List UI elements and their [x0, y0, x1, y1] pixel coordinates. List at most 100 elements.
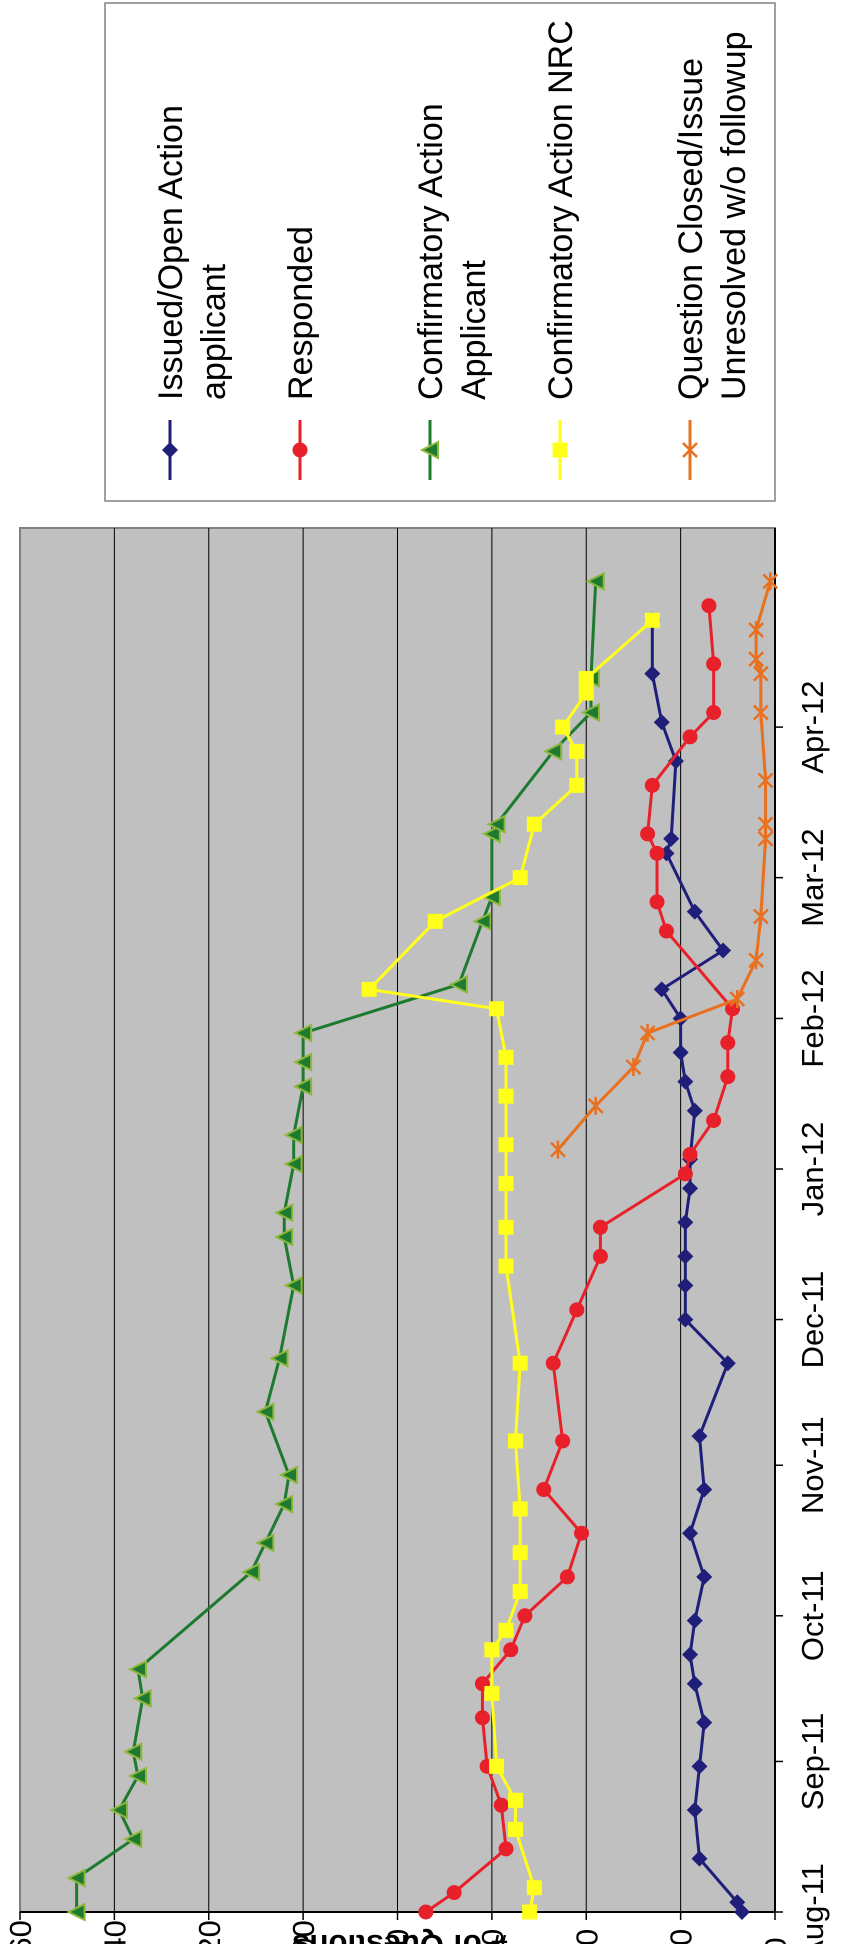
data-point [748, 650, 765, 669]
data-point [255, 1533, 275, 1553]
data-point [498, 1219, 514, 1235]
data-point [127, 1659, 147, 1679]
data-point [66, 1902, 86, 1922]
data-point [446, 1885, 462, 1901]
data-point [677, 1166, 693, 1182]
data-point [682, 1146, 698, 1162]
data-point [696, 1568, 713, 1585]
data-point [696, 1714, 713, 1731]
data-point [682, 729, 698, 745]
data-point [748, 620, 765, 639]
data-point [701, 598, 717, 614]
data-point [686, 1612, 703, 1629]
data-point [361, 981, 377, 997]
data-point [283, 1125, 303, 1145]
data-point [283, 1275, 303, 1296]
data-point [729, 990, 746, 1009]
x-tick-label: Apr-12 [795, 681, 830, 774]
data-point [493, 1797, 509, 1813]
data-point [255, 1402, 275, 1422]
data-point [474, 1710, 490, 1726]
data-point [644, 665, 661, 682]
series-circle [418, 598, 741, 1920]
legend-label: Issued/Open Action [152, 105, 190, 400]
x-tick-label: Dec-11 [795, 1271, 830, 1369]
data-point [663, 830, 680, 847]
legend-box [104, 2, 776, 502]
data-point [677, 1214, 694, 1231]
data-point [672, 1010, 689, 1027]
data-point [108, 1800, 129, 1820]
data-point [484, 1685, 500, 1701]
data-point [274, 1227, 294, 1247]
data-point [550, 1140, 566, 1159]
data-point [569, 777, 585, 793]
data-point [486, 814, 506, 834]
data-point [649, 894, 665, 910]
data-point [498, 1088, 514, 1104]
legend-item: Issued/Open Action applicant [152, 105, 233, 480]
data-point [649, 845, 665, 861]
legend-item: Confirmatory Action NRC [542, 20, 580, 480]
data-point [729, 1894, 746, 1911]
data-point [503, 1642, 519, 1658]
data-point [127, 1766, 147, 1786]
data-point [418, 1904, 434, 1920]
data-point [512, 1501, 528, 1517]
series-diamond [644, 612, 750, 1920]
data-point [762, 572, 779, 591]
y-tick-label: 0 [758, 1937, 793, 1944]
data-point [682, 1525, 699, 1542]
data-point [123, 1742, 143, 1762]
data-point [686, 1802, 703, 1819]
data-point [498, 1258, 514, 1274]
data-point [512, 870, 528, 886]
data-point [427, 913, 443, 929]
y-tick-label: 140 [97, 1920, 132, 1944]
data-point [507, 1792, 523, 1808]
legend-label-line2: applicant [195, 263, 233, 400]
data-point [517, 1608, 533, 1624]
x-tick-label: Oct-11 [795, 1570, 830, 1661]
data-point [720, 1035, 736, 1051]
data-point [720, 1069, 736, 1085]
data-point [748, 951, 765, 970]
data-point [686, 1675, 703, 1692]
data-point [653, 714, 670, 731]
data-point [278, 1465, 298, 1485]
data-point [719, 1355, 736, 1372]
data-point [677, 1311, 694, 1328]
data-point [715, 942, 732, 959]
data-point [481, 824, 501, 844]
data-point [752, 907, 769, 926]
data-point [653, 981, 670, 998]
data-point [587, 1096, 604, 1115]
y-tick-label: 100 [286, 1920, 321, 1944]
data-point [696, 1481, 713, 1498]
data-point [585, 571, 605, 592]
data-point [625, 1058, 642, 1077]
legend: Issued/Open Action applicant Responded Conf… [104, 2, 776, 502]
data-point [658, 923, 674, 939]
y-axis-title: # of Questions [292, 1928, 507, 1944]
y-tick-label: 120 [192, 1920, 227, 1944]
data-point [498, 1176, 514, 1192]
data-point [489, 1001, 505, 1017]
data-point [292, 1023, 313, 1043]
data-point [752, 703, 769, 722]
data-point [682, 1180, 699, 1197]
data-point [419, 440, 439, 460]
data-point [542, 741, 563, 762]
data-point [677, 1248, 694, 1265]
data-point [552, 442, 568, 458]
data-point [498, 1622, 514, 1638]
series-star [550, 572, 779, 1159]
legend-label: Confirmatory Action [412, 103, 450, 400]
data-point [526, 1880, 542, 1896]
x-tick-label: Nov-11 [795, 1416, 830, 1514]
legend-label: Question Closed/Issue [672, 58, 710, 400]
data-point [677, 1073, 694, 1090]
series-square [361, 612, 660, 1920]
y-tick-label: 60 [475, 1929, 510, 1944]
